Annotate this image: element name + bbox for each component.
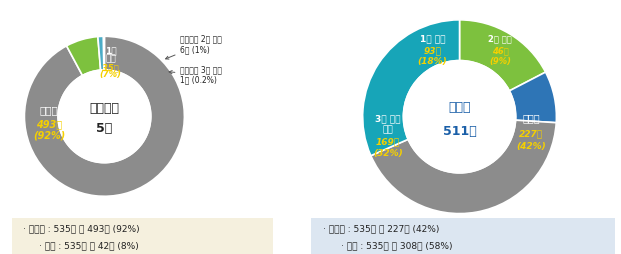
Text: 1종 검출: 1종 검출 (420, 35, 445, 44)
Text: 항생물질 2종 검출
6건 (1%): 항생물질 2종 검출 6건 (1%) (166, 35, 222, 59)
Text: 46건: 46건 (492, 46, 509, 55)
Text: · 불검출 : 535건 중 227건 (42%): · 불검출 : 535건 중 227건 (42%) (323, 225, 439, 234)
Text: 5종: 5종 (96, 122, 112, 135)
Wedge shape (24, 36, 184, 196)
Text: (92%): (92%) (33, 131, 65, 140)
Wedge shape (98, 36, 104, 70)
Text: 3종 이상: 3종 이상 (375, 114, 401, 123)
Wedge shape (66, 37, 101, 75)
Text: · 불검출 : 535건 중 493건 (92%): · 불검출 : 535건 중 493건 (92%) (23, 225, 140, 234)
Text: 1종: 1종 (105, 46, 117, 55)
Text: 227건: 227건 (519, 130, 543, 139)
Circle shape (404, 60, 515, 173)
Text: 불검출: 불검출 (40, 105, 58, 115)
Text: (32%): (32%) (373, 149, 403, 158)
Text: (18%): (18%) (417, 57, 447, 66)
Text: · 검출 : 535건 중 308건 (58%): · 검출 : 535건 중 308건 (58%) (341, 242, 453, 251)
Text: 다성분: 다성분 (448, 101, 471, 114)
Text: (7%): (7%) (100, 70, 122, 79)
Wedge shape (363, 20, 460, 156)
Text: 35건: 35건 (102, 63, 119, 72)
Wedge shape (509, 72, 556, 123)
Text: 169건: 169건 (376, 137, 400, 146)
Text: 항생물질 3종 검출
1건 (0.2%): 항생물질 3종 검출 1건 (0.2%) (169, 65, 222, 84)
Text: 511종: 511종 (443, 125, 476, 138)
Text: 검출: 검출 (106, 54, 116, 63)
Text: 검출: 검출 (383, 126, 393, 135)
Text: 항생물질: 항생물질 (89, 102, 119, 115)
Text: 2종 검출: 2종 검출 (488, 35, 512, 44)
Text: 93건: 93건 (424, 46, 442, 55)
Wedge shape (371, 120, 556, 214)
Circle shape (58, 70, 151, 163)
Text: · 검출 : 535건 중 42건 (8%): · 검출 : 535건 중 42건 (8%) (39, 242, 138, 251)
Wedge shape (460, 20, 545, 91)
Text: (42%): (42%) (516, 142, 546, 151)
Text: 불검출: 불검출 (522, 114, 540, 124)
Text: 493건: 493건 (36, 119, 62, 129)
Text: (9%): (9%) (489, 57, 511, 66)
